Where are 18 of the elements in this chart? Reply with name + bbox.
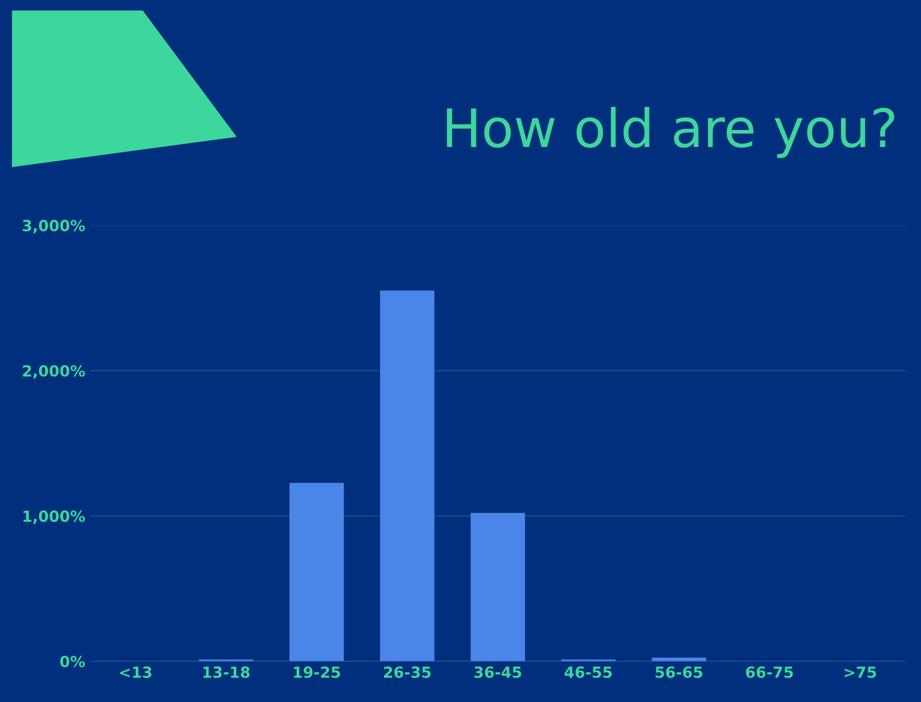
x-tick-label: 19-25 bbox=[294, 666, 340, 678]
x-tick-label: <13 bbox=[120, 666, 152, 678]
bar bbox=[652, 658, 706, 662]
y-tick-label: 3,000% bbox=[22, 220, 85, 234]
x-tick-label: 56-65 bbox=[656, 666, 702, 678]
y-tick-label: 1,000% bbox=[23, 510, 85, 524]
bar bbox=[470, 512, 525, 662]
x-tick-label: 13-18 bbox=[203, 666, 250, 678]
bar bbox=[380, 290, 434, 662]
bar bbox=[290, 482, 344, 662]
x-tick-label: >75 bbox=[844, 666, 876, 678]
x-tick-label: 46-55 bbox=[564, 666, 612, 678]
x-tick-label: 66-75 bbox=[746, 666, 793, 678]
x-tick-label: 36-45 bbox=[474, 666, 522, 678]
x-tick-label: 26-35 bbox=[384, 666, 431, 678]
y-tick-label: 0% bbox=[60, 656, 85, 668]
chart-title: How old are you? bbox=[446, 106, 894, 158]
y-tick-label: 2,000% bbox=[22, 365, 85, 379]
